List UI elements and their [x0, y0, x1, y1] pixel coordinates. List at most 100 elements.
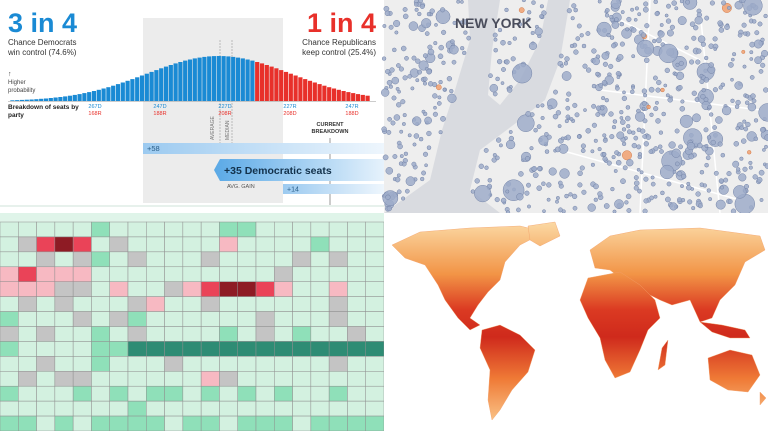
bubble [668, 141, 676, 149]
bubble [402, 13, 409, 20]
bubble [500, 39, 506, 46]
bubble [704, 144, 709, 148]
heat-cell [237, 326, 257, 342]
bubble [686, 141, 696, 151]
bubble [493, 47, 498, 53]
heat-cell [365, 326, 385, 342]
heat-cell [328, 356, 348, 372]
heat-cell [310, 400, 330, 417]
bubble [620, 119, 626, 125]
heat-cell [72, 251, 92, 268]
heat-cell [164, 341, 184, 357]
bubble [709, 0, 715, 6]
bubble [585, 128, 591, 134]
bubble [450, 39, 455, 44]
bubble [531, 166, 537, 172]
gain-bar [283, 184, 384, 194]
heat-cell [200, 281, 220, 297]
gain-label: +58 [147, 144, 160, 153]
bar [351, 93, 356, 101]
bubble [712, 125, 717, 130]
greenland [527, 221, 561, 247]
bubble [566, 8, 572, 14]
heat-cell [182, 326, 202, 342]
heat-cell [72, 236, 92, 253]
bubble [392, 154, 398, 159]
bubble [381, 56, 387, 61]
bubble [754, 30, 760, 36]
bubble [763, 87, 768, 93]
heat-cell [109, 251, 129, 268]
bubble [642, 208, 648, 214]
heat-cell [292, 221, 312, 238]
bubble [424, 163, 428, 168]
bubble [633, 185, 639, 191]
bubble [658, 130, 664, 135]
bubble [606, 32, 611, 38]
bubble [626, 208, 632, 213]
city-map: NEW YORK [381, 0, 768, 215]
bar [312, 82, 317, 101]
heat-cell [310, 296, 330, 312]
bubble [696, 48, 702, 54]
bubble [761, 49, 768, 58]
bubble [619, 116, 624, 120]
bubble [441, 29, 447, 35]
bubble [611, 21, 620, 29]
heat-cell [54, 326, 74, 342]
bubble [494, 155, 500, 161]
bubble [418, 136, 424, 142]
heat-cell [219, 371, 238, 387]
bar [183, 60, 188, 101]
bubble [536, 124, 542, 129]
bubble [680, 99, 685, 104]
bar [360, 94, 365, 101]
bubble [743, 183, 750, 190]
bubble [581, 189, 587, 195]
seat-label: 168R [88, 111, 101, 117]
bubble [715, 116, 723, 124]
bubble [608, 63, 614, 69]
bubble [604, 98, 609, 103]
heat-cell [54, 400, 74, 417]
bar [115, 84, 121, 101]
bar [149, 71, 154, 101]
bubble [671, 0, 677, 6]
heat-cell [310, 251, 330, 268]
bubble [616, 75, 621, 80]
seat-label: 247D [153, 104, 166, 110]
bubble [433, 105, 437, 110]
bubble [438, 79, 443, 85]
bubble [426, 68, 432, 75]
heat-cell [72, 371, 92, 387]
heat-cell [18, 266, 37, 282]
heat-cell [182, 415, 202, 431]
heat-cell [365, 341, 385, 357]
bubble [610, 0, 621, 9]
bubble [564, 119, 569, 124]
heat-cell [182, 371, 202, 387]
heat-cell [255, 385, 275, 402]
bubble [691, 35, 697, 41]
heat-cell [72, 341, 92, 357]
heat-cell [219, 266, 238, 282]
heat-cell [36, 251, 56, 268]
heat-cell [365, 356, 385, 372]
heat-cell [127, 371, 147, 387]
heat-cell [274, 371, 293, 387]
heat-cell [292, 415, 312, 431]
bubble [678, 60, 684, 66]
heat-cell [365, 385, 385, 402]
bubble [497, 27, 503, 33]
bubble [405, 176, 416, 187]
heat-cell [255, 221, 275, 238]
bubble [625, 193, 632, 200]
bubble [501, 67, 506, 72]
bubble [484, 165, 489, 170]
bubble [524, 156, 531, 162]
bubble [749, 75, 755, 80]
bubble [626, 129, 632, 135]
heat-cell [237, 266, 257, 282]
heat-cell [91, 341, 110, 357]
